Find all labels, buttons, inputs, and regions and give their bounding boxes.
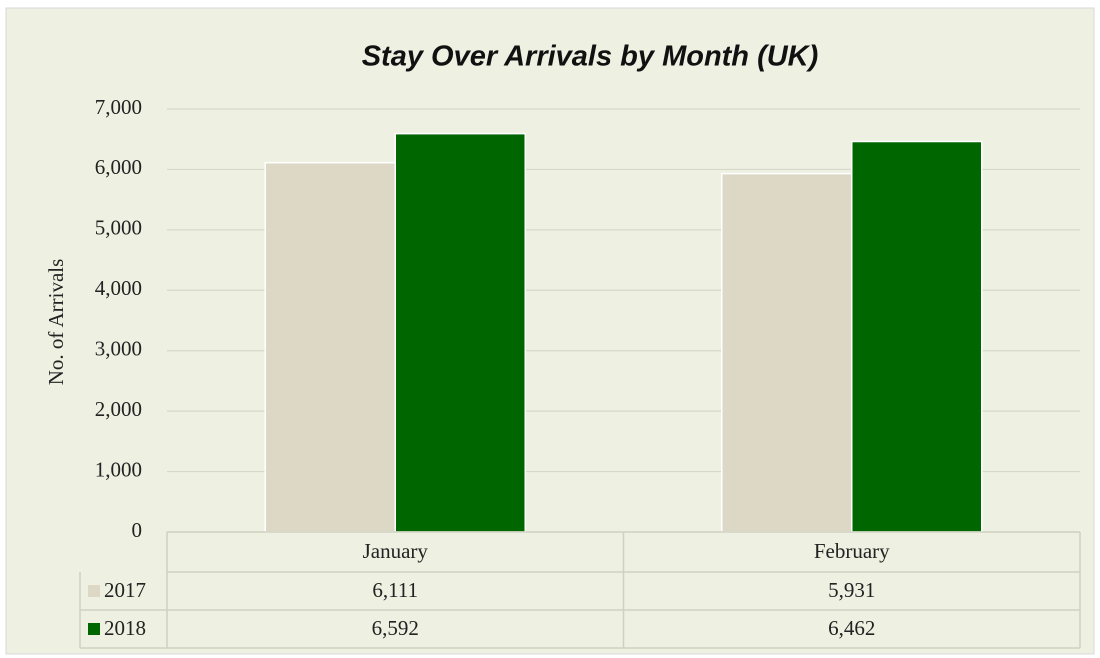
x-tick-label: January [363, 539, 429, 563]
y-axis-label: No. of Arrivals [44, 259, 68, 386]
chart-title: Stay Over Arrivals by Month (UK) [362, 41, 819, 73]
y-tick-label: 1,000 [95, 457, 142, 481]
data-label: 6,111 [372, 578, 418, 602]
y-tick-label: 7,000 [95, 95, 142, 119]
bar [721, 172, 853, 533]
data-label: 6,462 [828, 616, 875, 640]
y-tick-label: 2,000 [95, 397, 142, 421]
legend-key [88, 623, 100, 635]
data-label: 6,592 [372, 616, 419, 640]
y-tick-label: 0 [132, 518, 143, 542]
bar [851, 140, 983, 533]
data-label: 5,931 [828, 578, 875, 602]
legend-label: 2017 [104, 578, 146, 602]
bar [264, 161, 396, 533]
x-tick-label: February [814, 539, 890, 563]
y-tick-label: 6,000 [95, 155, 142, 179]
bar [394, 132, 526, 533]
y-tick-label: 3,000 [95, 337, 142, 361]
y-tick-label: 5,000 [95, 216, 142, 240]
legend-label: 2018 [104, 616, 146, 640]
y-tick-label: 4,000 [95, 276, 142, 300]
legend-key [88, 585, 100, 597]
